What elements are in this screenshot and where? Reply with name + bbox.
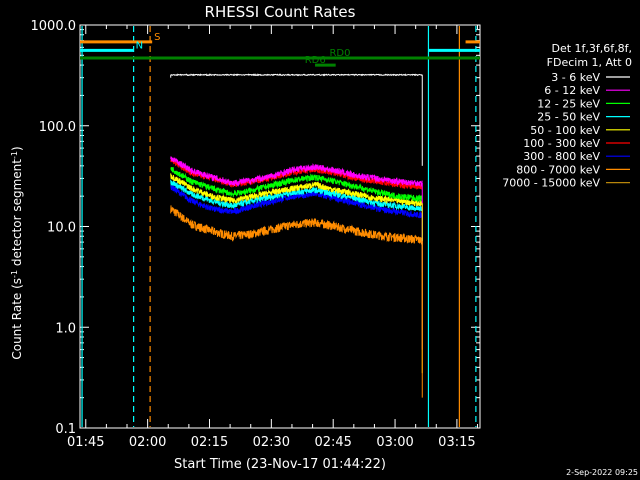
legend: Det 1f,3f,6f,8f, FDecim 1, Att 0 3 - 6 k… (502, 42, 632, 190)
legend-entry-label: 7000 - 15000 keV (502, 177, 600, 190)
series-line-800-7000keV (170, 205, 423, 246)
y-tick-label: 0.1 (55, 422, 76, 437)
series-line-50-100keV (170, 173, 423, 207)
footer-timestamp: 2-Sep-2022 09:25 (566, 468, 638, 477)
series-line-25-50keV (170, 179, 423, 212)
y-tick-label: 10.0 (47, 221, 76, 236)
state-bar-label-rd0: RD0 (329, 48, 350, 59)
series-line-3-6keV (170, 73, 423, 77)
y-tick-label: 100.0 (39, 120, 76, 135)
x-tick-label: 03:00 (376, 435, 413, 450)
chart-title: RHESSI Count Rates (205, 3, 356, 21)
x-tick-label: 02:00 (129, 435, 166, 450)
state-bar-label-rd6: RD6 (305, 55, 326, 66)
x-tick-label: 02:15 (191, 435, 228, 450)
state-bar-label-n: N (136, 40, 143, 51)
x-tick-label: 02:30 (253, 435, 290, 450)
x-tick-label: 01:45 (67, 435, 104, 450)
x-tick-label: 02:45 (314, 435, 351, 450)
legend-entry-label: 3 - 6 keV (551, 71, 600, 84)
legend-header-line-1: Det 1f,3f,6f,8f, (551, 42, 632, 55)
legend-entry-label: 100 - 300 keV (523, 137, 600, 150)
series-line-12-25keV (170, 166, 423, 202)
plot-area: 0.1 1.0 10.0 100.0 1000.0 01:45 02:00 02:15 02:3… (31, 19, 481, 450)
legend-entry-label: 50 - 100 keV (530, 124, 600, 137)
x-tick-label: 03:15 (438, 435, 475, 450)
y-tick-label: 1.0 (55, 321, 76, 336)
x-axis-label: Start Time (23-Nov-17 01:44:22) (174, 457, 386, 472)
legend-entry-label: 12 - 25 keV (537, 97, 600, 110)
y-tick-label: 1000.0 (31, 19, 77, 34)
y-axis-label: Count Rate (s-1 detector segment-1) (10, 146, 24, 359)
legend-entry-label: 6 - 12 keV (544, 84, 600, 97)
series-line-300-800keV (170, 184, 423, 219)
legend-entry-label: 800 - 7000 keV (516, 163, 600, 176)
legend-header-line-2: FDecim 1, Att 0 (547, 56, 632, 69)
state-bar-label-s: S (154, 32, 160, 43)
legend-entry-label: 300 - 800 keV (523, 150, 600, 163)
series-line-6-12keV (170, 156, 423, 188)
legend-entry-label: 25 - 50 keV (537, 111, 600, 124)
